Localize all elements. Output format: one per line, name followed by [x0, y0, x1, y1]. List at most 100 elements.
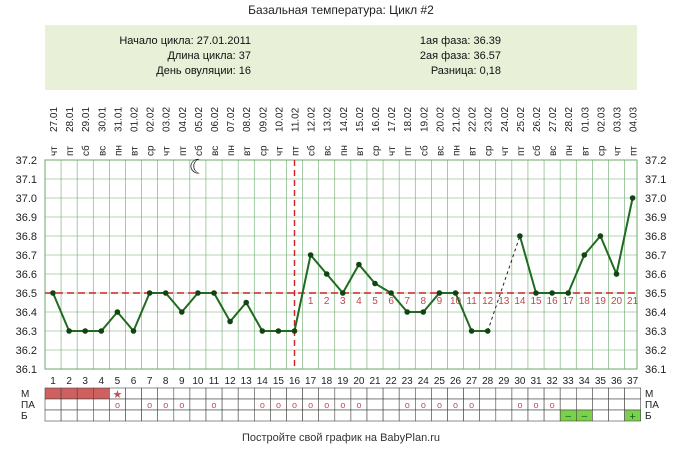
date-label: 01.02 — [130, 107, 141, 132]
table-cell — [414, 409, 432, 422]
y-tick-label-left: 36.2 — [16, 345, 37, 357]
table-cell — [109, 409, 126, 422]
luteal-day-label: 7 — [404, 296, 410, 307]
day-number-label: 4 — [99, 376, 105, 387]
weekday-label: чт — [274, 146, 285, 156]
weekday-label: пт — [178, 146, 189, 156]
table-cell — [237, 398, 255, 411]
y-tick-label-right: 37.1 — [645, 174, 666, 186]
table-cell — [543, 387, 561, 400]
table-cell — [93, 409, 110, 422]
temperature-point — [66, 328, 72, 334]
table-cell — [221, 387, 239, 400]
day-number-label: 31 — [530, 376, 542, 387]
day-number-label: 36 — [611, 376, 623, 387]
table-cell — [447, 409, 464, 422]
table-cell — [125, 398, 142, 411]
weekday-label: ср — [371, 145, 382, 156]
intercourse-mark: o — [356, 400, 361, 410]
day-number-label: 19 — [337, 376, 349, 387]
table-cell — [479, 398, 497, 411]
weekday-label: вс — [210, 146, 221, 156]
temperature-point — [275, 328, 282, 334]
date-label: 10.02 — [274, 107, 285, 132]
test-negative-mark: – — [565, 411, 571, 422]
table-cell — [286, 387, 303, 400]
intercourse-mark: o — [421, 400, 426, 410]
footer-link[interactable]: Постройте свой график на BabyPlan.ru — [241, 432, 441, 444]
y-tick-label-left: 36.1 — [16, 364, 37, 376]
date-label: 26.02 — [532, 107, 543, 132]
y-tick-label-left: 37.1 — [16, 174, 37, 186]
table-cell — [334, 409, 352, 422]
weekday-label: сб — [193, 145, 205, 156]
y-tick-label-right: 36.2 — [645, 345, 666, 357]
date-label: 09.02 — [258, 107, 269, 132]
intercourse-mark: o — [405, 400, 410, 410]
y-tick-label-right: 36.8 — [645, 231, 666, 243]
weekday-label: ср — [484, 145, 495, 156]
moon-icon: ☾ — [189, 156, 207, 178]
day-number-label: 14 — [257, 376, 269, 387]
date-label: 12.02 — [307, 107, 318, 132]
date-label: 13.02 — [323, 107, 334, 132]
y-tick-label-right: 36.5 — [645, 288, 666, 300]
day-number-label: 1 — [50, 376, 56, 387]
temperature-point — [549, 290, 555, 296]
date-label: 20.02 — [435, 107, 446, 132]
luteal-day-label: 14 — [514, 296, 526, 307]
table-cell — [60, 398, 78, 411]
table-cell — [270, 409, 287, 422]
temperature-point — [484, 328, 491, 334]
table-cell — [382, 387, 400, 400]
luteal-day-label: 9 — [437, 296, 443, 307]
y-tick-label-right: 37.0 — [645, 193, 666, 205]
luteal-day-label: 16 — [547, 296, 559, 307]
intercourse-mark: o — [147, 400, 152, 410]
weekday-label: пт — [516, 146, 527, 156]
table-cell — [125, 387, 142, 400]
star-icon: ★ — [113, 389, 123, 401]
luteal-day-label: 20 — [611, 296, 623, 307]
weekday-label: чт — [387, 146, 398, 156]
table-cell — [254, 387, 271, 400]
table-cell — [205, 409, 223, 422]
weekday-label: ср — [596, 145, 607, 156]
temperature-point — [436, 290, 443, 296]
luteal-day-label: 2 — [324, 296, 330, 307]
table-cell — [495, 409, 513, 422]
table-cell — [318, 387, 336, 400]
day-number-label: 11 — [209, 376, 220, 387]
temperature-point — [307, 252, 314, 258]
intercourse-mark: o — [469, 400, 474, 410]
table-cell — [237, 387, 255, 400]
y-tick-label-right: 36.3 — [645, 326, 666, 338]
day-number-label: 7 — [147, 376, 153, 387]
weekday-label: вт — [355, 146, 366, 156]
table-cell — [93, 398, 110, 411]
table-cell — [350, 387, 368, 400]
date-label: 31.01 — [113, 107, 124, 132]
intercourse-mark: o — [324, 400, 329, 410]
temperature-point — [146, 290, 153, 296]
intercourse-mark: o — [550, 400, 555, 410]
intercourse-mark: o — [308, 400, 313, 410]
table-cell — [157, 409, 175, 422]
luteal-day-label: 11 — [466, 296, 477, 307]
weekday-label: пт — [291, 146, 302, 156]
table-cell — [44, 387, 62, 400]
weekday-label: пт — [65, 146, 76, 156]
weekday-label: пн — [452, 145, 463, 156]
table-cell — [592, 398, 609, 411]
table-cell — [608, 387, 625, 400]
table-cell — [205, 387, 223, 400]
table-cell — [76, 398, 94, 411]
weekday-label: вт — [242, 146, 253, 156]
day-number-label: 17 — [305, 376, 317, 387]
temperature-point — [404, 309, 411, 315]
table-cell — [221, 409, 239, 422]
table-cell — [398, 387, 416, 400]
table-cell — [237, 409, 255, 422]
ovulation-day: День овуляции: 16 — [156, 65, 251, 77]
table-cell — [141, 409, 159, 422]
